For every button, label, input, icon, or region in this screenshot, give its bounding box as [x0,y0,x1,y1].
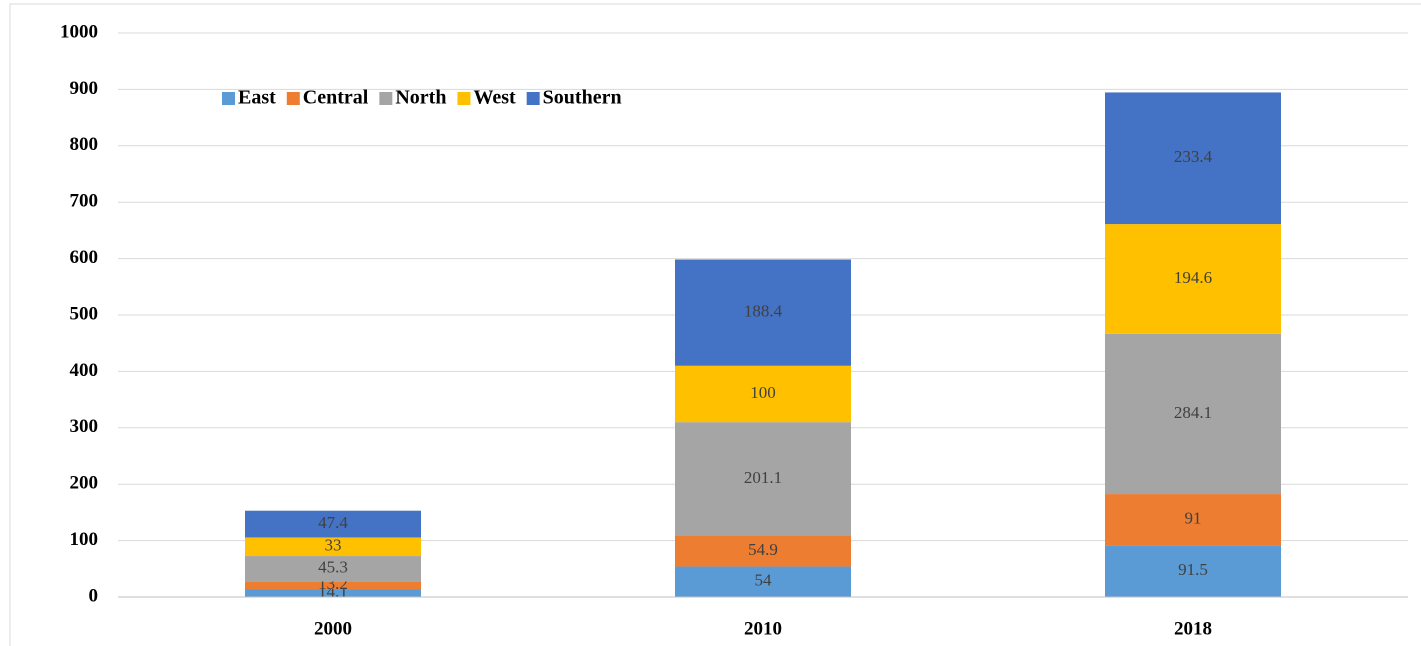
bar-segment [245,556,421,582]
legend-swatch [526,92,540,105]
y-tick-label: 0 [89,585,99,606]
data-label: 54.9 [748,540,778,559]
data-label: 54 [755,571,773,590]
legend-swatch [457,92,471,105]
data-label: 284.1 [1174,403,1212,422]
legend-swatch [286,92,300,105]
bar-segment [245,510,421,538]
bar-segment [1105,224,1281,334]
legend-swatch [379,92,393,105]
bar-segment [675,566,851,597]
y-tick-label: 100 [70,529,99,550]
legend-label: Southern [543,87,622,109]
bar-segment [1105,545,1281,597]
data-label: 194.6 [1174,268,1212,287]
legend-swatch [222,92,235,105]
y-tick-label: 800 [70,134,99,155]
legend-label: East [238,87,276,109]
data-label: 91.5 [1178,560,1208,579]
bar-segment [1105,92,1281,225]
data-label: 233.4 [1174,147,1213,166]
data-label: 201.1 [744,468,782,487]
data-label: 100 [750,383,776,402]
data-label: 33 [325,536,342,555]
x-tick-label: 2000 [314,618,352,639]
y-tick-label: 200 [70,473,99,494]
bar-segment [1105,333,1281,495]
bar-segment [675,259,851,366]
bar-segment [245,589,421,597]
y-tick-label: 500 [70,303,99,324]
data-label: 91 [1185,509,1202,528]
bar-segment [245,537,421,557]
y-tick-label: 900 [70,78,99,99]
legend-label: Central [303,87,369,109]
x-tick-label: 2010 [744,618,782,639]
data-label: 47.4 [318,513,348,532]
data-label: 45.3 [318,558,348,577]
y-tick-label: 400 [70,360,99,381]
y-tick-label: 700 [70,191,99,212]
legend-label: North [395,87,446,109]
x-tick-label: 2018 [1174,618,1212,639]
bar-segment [675,422,851,536]
legend-label: West [473,87,516,109]
y-tick-label: 600 [70,247,99,268]
bar-segment [675,535,851,567]
chart-frame [9,3,1421,646]
bar-segment [1105,494,1281,546]
bar-segment [675,365,851,423]
bar-segment [245,581,421,590]
y-tick-label: 1000 [60,21,98,42]
data-label: 188.4 [744,302,783,321]
y-tick-label: 300 [70,416,99,437]
